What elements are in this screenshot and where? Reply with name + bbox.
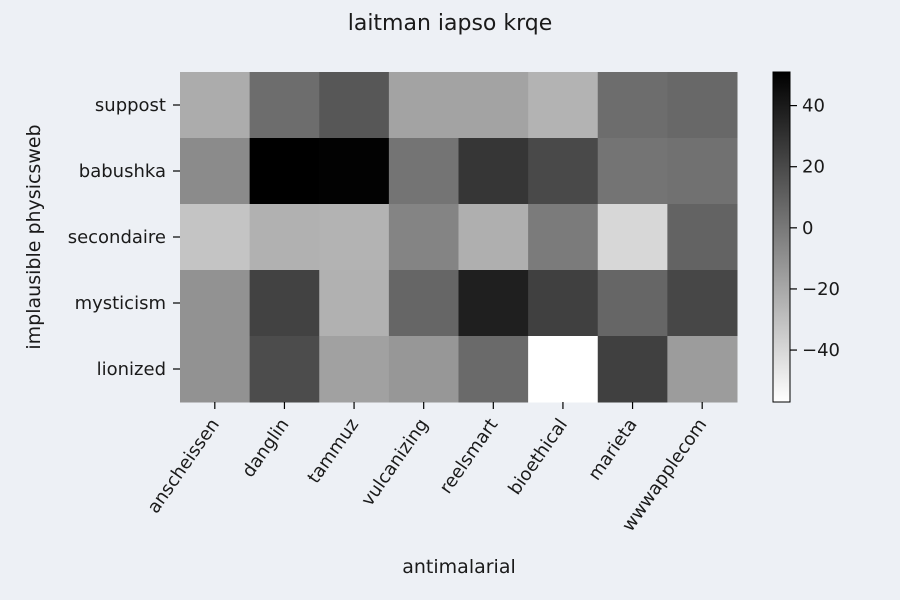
y-tick-label: babushka [79,161,166,182]
heatmap-cell [667,138,738,205]
colorbar-tick-label: −20 [802,279,840,300]
y-tick-label: lionized [97,359,166,380]
colorbar-ticks: 40 20 0 −20 −40 [790,96,840,361]
x-tick-label: reelsmart [436,415,503,498]
heatmap-cell [597,336,668,403]
x-tick-label: tammuz [304,415,364,488]
colorbar-tick-label: 40 [802,96,825,117]
heatmap-cell [458,72,529,139]
colorbar-tick-label: 20 [802,157,825,178]
colorbar-gradient [772,71,791,403]
x-tick-label: marieta [584,415,641,485]
y-axis-ticks: suppost babushka secondaire mysticism lioniz… [68,95,180,380]
heatmap-cell [458,270,529,337]
x-tick-label: vulcanizing [357,415,433,510]
heatmap-cell [180,204,251,271]
heatmap-cell [388,204,459,271]
heatmap-cell [388,72,459,139]
heatmap-cell [528,336,599,403]
heatmap-cell [528,138,599,205]
colorbar: 40 20 0 −20 −40 [772,71,840,403]
heatmap-cell [528,204,599,271]
y-axis-label: implausible physicsweb [23,124,45,349]
heatmap-cell [597,204,668,271]
heatmap-cell [249,138,320,205]
heatmap-cell [458,204,529,271]
heatmap-cell [667,336,738,403]
x-tick-label: danglin [238,415,293,482]
x-axis-label: antimalarial [402,556,516,578]
heatmap-cell [249,204,320,271]
chart-title: laitman iapso krqe [348,11,553,36]
heatmap-cell [667,204,738,271]
heatmap-cell [180,336,251,403]
y-tick-label: secondaire [68,227,166,248]
heatmap-cell [180,72,251,139]
colorbar-tick-label: −40 [802,340,840,361]
heatmap-cell [597,72,668,139]
heatmap-cell [528,270,599,337]
heatmap-cell [667,72,738,139]
heatmap-cell [458,138,529,205]
heatmap-cell [180,138,251,205]
heatmap-cell [319,204,390,271]
heatmap-cell [180,270,251,337]
heatmap-cell [319,72,390,139]
heatmap-cell [388,270,459,337]
heatmap-cell [667,270,738,337]
heatmap-cell [319,138,390,205]
heatmap-cells [180,72,738,403]
colorbar-tick-label: 0 [802,218,813,239]
heatmap-cell [388,138,459,205]
x-tick-label: anscheissen [143,415,224,518]
heatmap-cell [528,72,599,139]
heatmap-cell [597,138,668,205]
y-tick-label: suppost [95,95,166,116]
heatmap-cell [319,270,390,337]
heatmap-cell [249,72,320,139]
heatmap-cell [597,270,668,337]
heatmap-cell [319,336,390,403]
x-tick-label: bioethical [504,415,572,499]
heatmap-cell [458,336,529,403]
y-tick-label: mysticism [75,293,166,314]
heatmap-cell [249,270,320,337]
heatmap-cell [249,336,320,403]
heatmap-cell [388,336,459,403]
